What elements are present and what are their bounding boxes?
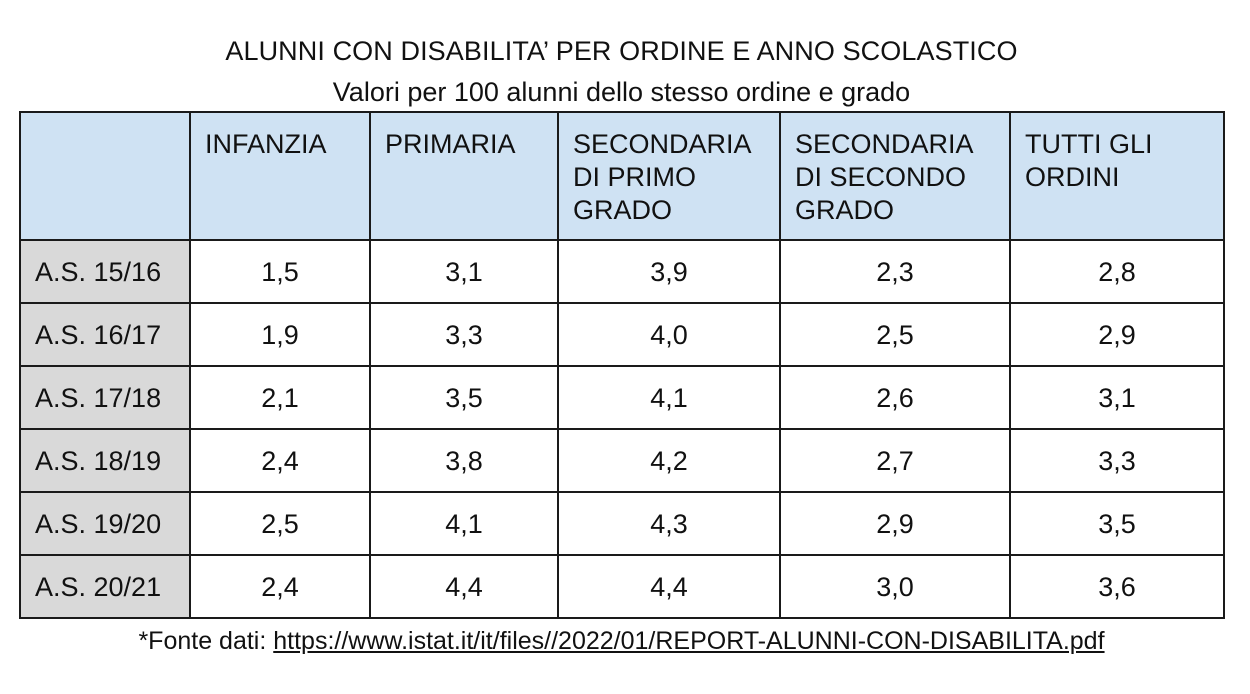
table-cell: 4,2 — [557, 428, 781, 493]
column-header: INFANZIA — [189, 111, 371, 241]
table-row: A.S. 19/20 2,5 4,1 4,3 2,9 3,5 — [19, 491, 1225, 556]
row-label: A.S. 19/20 — [19, 491, 191, 556]
table-row: A.S. 17/18 2,1 3,5 4,1 2,6 3,1 — [19, 365, 1225, 430]
header-row: INFANZIA PRIMARIA SECONDARIA DI PRIMO GR… — [19, 111, 1225, 241]
table-cell: 3,8 — [369, 428, 559, 493]
table-cell: 2,5 — [189, 491, 371, 556]
source-note: *Fonte dati: https://www.istat.it/it/fil… — [0, 624, 1243, 658]
source-prefix: *Fonte dati: — [138, 627, 274, 655]
column-header: SECONDARIA DI PRIMO GRADO — [557, 111, 781, 241]
column-header: SECONDARIA DI SECONDO GRADO — [779, 111, 1011, 241]
table-cell: 2,4 — [189, 554, 371, 619]
row-label: A.S. 17/18 — [19, 365, 191, 430]
table-cell: 2,3 — [779, 239, 1011, 304]
row-label: A.S. 18/19 — [19, 428, 191, 493]
table-cell: 4,1 — [557, 365, 781, 430]
table-cell: 2,7 — [779, 428, 1011, 493]
table-cell: 2,5 — [779, 302, 1011, 367]
table-cell: 2,8 — [1009, 239, 1225, 304]
table-cell: 3,5 — [1009, 491, 1225, 556]
table-cell: 2,4 — [189, 428, 371, 493]
page-title: ALUNNI CON DISABILITA’ PER ORDINE E ANNO… — [225, 36, 1018, 66]
table-cell: 2,1 — [189, 365, 371, 430]
table-cell: 4,1 — [369, 491, 559, 556]
table-cell: 4,3 — [557, 491, 781, 556]
table-cell: 3,9 — [557, 239, 781, 304]
data-table: INFANZIA PRIMARIA SECONDARIA DI PRIMO GR… — [19, 111, 1225, 619]
table-row: A.S. 18/19 2,4 3,8 4,2 2,7 3,3 — [19, 428, 1225, 493]
page-subtitle: Valori per 100 alunni dello stesso ordin… — [332, 77, 911, 107]
column-header: PRIMARIA — [369, 111, 559, 241]
column-header: TUTTI GLI ORDINI — [1009, 111, 1225, 241]
source-link[interactable]: https://www.istat.it/it/files//2022/01/R… — [273, 627, 1105, 655]
table-cell: 2,6 — [779, 365, 1011, 430]
row-label: A.S. 16/17 — [19, 302, 191, 367]
table-cell: 3,6 — [1009, 554, 1225, 619]
table-cell: 4,4 — [557, 554, 781, 619]
table-cell: 4,4 — [369, 554, 559, 619]
row-label: A.S. 15/16 — [19, 239, 191, 304]
table-cell: 1,9 — [189, 302, 371, 367]
table-cell: 2,9 — [779, 491, 1011, 556]
table-cell: 3,1 — [369, 239, 559, 304]
table-cell: 4,0 — [557, 302, 781, 367]
table-cell: 3,1 — [1009, 365, 1225, 430]
table-row: A.S. 20/21 2,4 4,4 4,4 3,0 3,6 — [19, 554, 1225, 619]
table-row: A.S. 16/17 1,9 3,3 4,0 2,5 2,9 — [19, 302, 1225, 367]
table-row: A.S. 15/16 1,5 3,1 3,9 2,3 2,8 — [19, 239, 1225, 304]
corner-cell — [19, 111, 191, 241]
table-cell: 3,5 — [369, 365, 559, 430]
table-cell: 1,5 — [189, 239, 371, 304]
row-label: A.S. 20/21 — [19, 554, 191, 619]
table-cell: 3,3 — [1009, 428, 1225, 493]
table-cell: 3,3 — [369, 302, 559, 367]
table-cell: 2,9 — [1009, 302, 1225, 367]
table-cell: 3,0 — [779, 554, 1011, 619]
